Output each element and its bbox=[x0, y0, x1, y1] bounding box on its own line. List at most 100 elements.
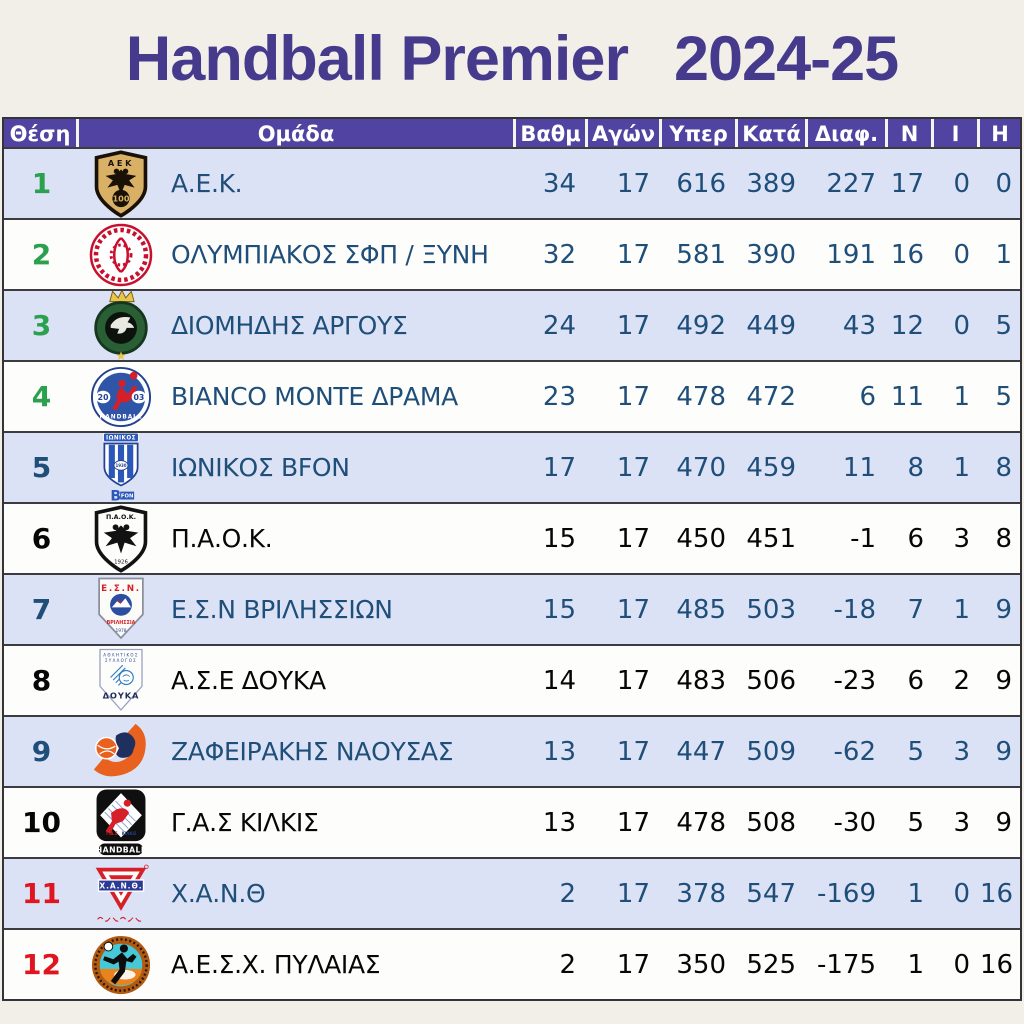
gas-kilkis-logo-icon: Γ.Α.Σ ΚΙΛΚΙΣ HANDBALL bbox=[89, 788, 153, 857]
team-name: Α.Σ.Ε ΔΟΥΚΑ bbox=[171, 666, 326, 695]
wins-cell: 5 bbox=[907, 807, 924, 838]
goals-for-cell: 450 bbox=[676, 523, 726, 554]
team-cell: ΔΙΟΜΗΔΗΣ ΑΡΓΟΥΣ bbox=[79, 291, 516, 360]
points-cell: 34 bbox=[542, 168, 576, 199]
draws-cell: 1 bbox=[953, 381, 970, 412]
header-losses: Η bbox=[991, 121, 1009, 146]
header-team: Ομάδα bbox=[79, 119, 516, 147]
position-cell: 8 bbox=[31, 664, 52, 697]
points-cell: 32 bbox=[542, 239, 576, 270]
svg-text:1926: 1926 bbox=[114, 559, 128, 565]
games-cell: 17 bbox=[616, 381, 650, 412]
team-cell: Ε.Σ.Ν. ΒΡΙΛΗΣΣΙΑ 1978 Ε.Σ.Ν ΒΡΙΛΗΣΣΙΩΝ bbox=[79, 575, 516, 644]
goals-for-cell: 478 bbox=[676, 381, 726, 412]
diff-cell: -23 bbox=[833, 665, 876, 696]
position-cell: 10 bbox=[22, 806, 61, 839]
svg-text:Π.Α.Ο.Κ.: Π.Α.Ο.Κ. bbox=[106, 514, 136, 521]
position-cell: 2 bbox=[31, 238, 52, 271]
points-cell: 13 bbox=[542, 736, 576, 767]
header-draws: Ι bbox=[934, 119, 980, 147]
wins-cell: 17 bbox=[890, 168, 924, 199]
points-cell: 17 bbox=[542, 452, 576, 483]
wins-cell: 8 bbox=[907, 452, 924, 483]
table-row: 9 ΖΑΦΕΙΡΑΚΗΣ ΝΑΟΥΣΑΣ 13 17 447 509 -62 5… bbox=[4, 715, 1020, 786]
diff-cell: 191 bbox=[826, 239, 876, 270]
position-cell: 1 bbox=[31, 167, 52, 200]
diff-cell: -169 bbox=[816, 878, 876, 909]
svg-text:ΑΕΚ: ΑΕΚ bbox=[108, 157, 134, 167]
games-cell: 17 bbox=[616, 452, 650, 483]
position-cell: 9 bbox=[31, 735, 52, 768]
diff-cell: -1 bbox=[850, 523, 876, 554]
team-name: Ε.Σ.Ν ΒΡΙΛΗΣΣΙΩΝ bbox=[171, 595, 393, 624]
losses-cell: 9 bbox=[995, 665, 1012, 696]
wins-cell: 11 bbox=[890, 381, 924, 412]
table-row: 5 ΙΩΝΙΚΟΣ 1930 B FON bbox=[4, 431, 1020, 502]
svg-text:ΒΡΙΛΗΣΣΙΑ: ΒΡΙΛΗΣΣΙΑ bbox=[107, 620, 136, 626]
losses-cell: 5 bbox=[995, 381, 1012, 412]
svg-text:HANDBALL: HANDBALL bbox=[99, 414, 142, 420]
header-diff: Διαφ. bbox=[808, 119, 888, 147]
games-cell: 17 bbox=[616, 736, 650, 767]
team-cell: Χ.Α.Ν.Θ. Χ.Α.Ν.Θ bbox=[79, 859, 516, 928]
wins-cell: 5 bbox=[907, 736, 924, 767]
team-name: ΖΑΦΕΙΡΑΚΗΣ ΝΑΟΥΣΑΣ bbox=[171, 737, 454, 766]
draws-cell: 3 bbox=[953, 523, 970, 554]
goals-against-cell: 449 bbox=[746, 310, 796, 341]
position-cell: 6 bbox=[31, 522, 52, 555]
goals-for-cell: 492 bbox=[676, 310, 726, 341]
wins-cell: 7 bbox=[907, 594, 924, 625]
goals-for-cell: 581 bbox=[676, 239, 726, 270]
points-cell: 15 bbox=[542, 523, 576, 554]
team-cell: ΖΑΦΕΙΡΑΚΗΣ ΝΑΟΥΣΑΣ bbox=[79, 717, 516, 786]
goals-against-cell: 509 bbox=[746, 736, 796, 767]
paok-logo-icon: Π.Α.Ο.Κ. 1926 bbox=[89, 504, 153, 573]
goals-against-cell: 508 bbox=[746, 807, 796, 838]
olympiacos-logo-icon bbox=[89, 220, 153, 289]
diff-cell: 227 bbox=[826, 168, 876, 199]
diff-cell: -62 bbox=[833, 736, 876, 767]
losses-cell: 8 bbox=[995, 452, 1012, 483]
table-row: 11 Χ.Α.Ν.Θ. Χ.Α.Ν.Θ 2 17 378 bbox=[4, 857, 1020, 928]
header-wins: Ν bbox=[888, 119, 934, 147]
draws-cell: 0 bbox=[953, 239, 970, 270]
diff-cell: 43 bbox=[842, 310, 876, 341]
wins-cell: 1 bbox=[907, 949, 924, 980]
games-cell: 17 bbox=[616, 665, 650, 696]
team-cell: ΙΩΝΙΚΟΣ 1930 B FON ΙΩΝΙΚΟΣ BFON bbox=[79, 433, 516, 502]
losses-cell: 9 bbox=[995, 807, 1012, 838]
losses-cell: 0 bbox=[995, 168, 1012, 199]
position-cell: 11 bbox=[22, 877, 61, 910]
diff-cell: 11 bbox=[842, 452, 876, 483]
goals-against-cell: 472 bbox=[746, 381, 796, 412]
table-row: 3 ΔΙΟΜΗΔΗΣ ΑΡΓΟΥΣ 24 17 492 449 43 12 bbox=[4, 289, 1020, 360]
aek-logo-icon: ΑΕΚ 100 bbox=[89, 149, 153, 218]
goals-against-cell: 459 bbox=[746, 452, 796, 483]
team-cell: Γ.Α.Σ ΚΙΛΚΙΣ HANDBALL Γ.Α.Σ ΚΙΛΚΙΣ bbox=[79, 788, 516, 857]
table-row: 2 ΟΛΥΜΠΙΑΚΟΣ ΣΦΠ / ΞΥΝΗ 32 17 581 390 19… bbox=[4, 218, 1020, 289]
wins-cell: 6 bbox=[907, 665, 924, 696]
wins-cell: 6 bbox=[907, 523, 924, 554]
team-name: ΔΙΟΜΗΔΗΣ ΑΡΓΟΥΣ bbox=[171, 311, 408, 340]
position-cell: 5 bbox=[31, 451, 52, 484]
draws-cell: 1 bbox=[953, 594, 970, 625]
losses-cell: 16 bbox=[980, 949, 1014, 980]
team-cell: Π.Α.Ο.Κ. 1926 Π.Α.Ο.Κ. bbox=[79, 504, 516, 573]
goals-against-cell: 506 bbox=[746, 665, 796, 696]
drama-logo-icon: 20 03 HANDBALL bbox=[89, 363, 153, 431]
games-cell: 17 bbox=[616, 168, 650, 199]
draws-cell: 2 bbox=[953, 665, 970, 696]
table-row: 8 ΑΘΛΗΤΙΚΟΣ ΣΥΛΛΟΓΟΣ ΔΟΥΚΑ Α. bbox=[4, 644, 1020, 715]
goals-against-cell: 389 bbox=[746, 168, 796, 199]
losses-cell: 16 bbox=[980, 878, 1014, 909]
games-cell: 17 bbox=[616, 949, 650, 980]
team-name: ΙΩΝΙΚΟΣ BFON bbox=[171, 453, 350, 482]
points-cell: 23 bbox=[542, 381, 576, 412]
diff-cell: -175 bbox=[816, 949, 876, 980]
diff-cell: -18 bbox=[833, 594, 876, 625]
svg-text:20: 20 bbox=[98, 392, 109, 401]
team-name: Α.Ε.Σ.Χ. ΠΥΛΑΙΑΣ bbox=[171, 950, 381, 979]
svg-text:Χ.Α.Ν.Θ.: Χ.Α.Ν.Θ. bbox=[99, 881, 142, 890]
aesx-pylaias-logo-icon bbox=[89, 932, 153, 998]
table-row: 7 Ε.Σ.Ν. ΒΡΙΛΗΣΣΙΑ 1978 Ε.Σ.Ν ΒΡΙΛΗΣΣΙΩΝ… bbox=[4, 573, 1020, 644]
